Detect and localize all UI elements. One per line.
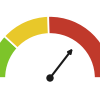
Wedge shape: [4, 16, 49, 48]
Wedge shape: [48, 16, 100, 78]
Circle shape: [47, 75, 53, 81]
Wedge shape: [0, 36, 18, 78]
